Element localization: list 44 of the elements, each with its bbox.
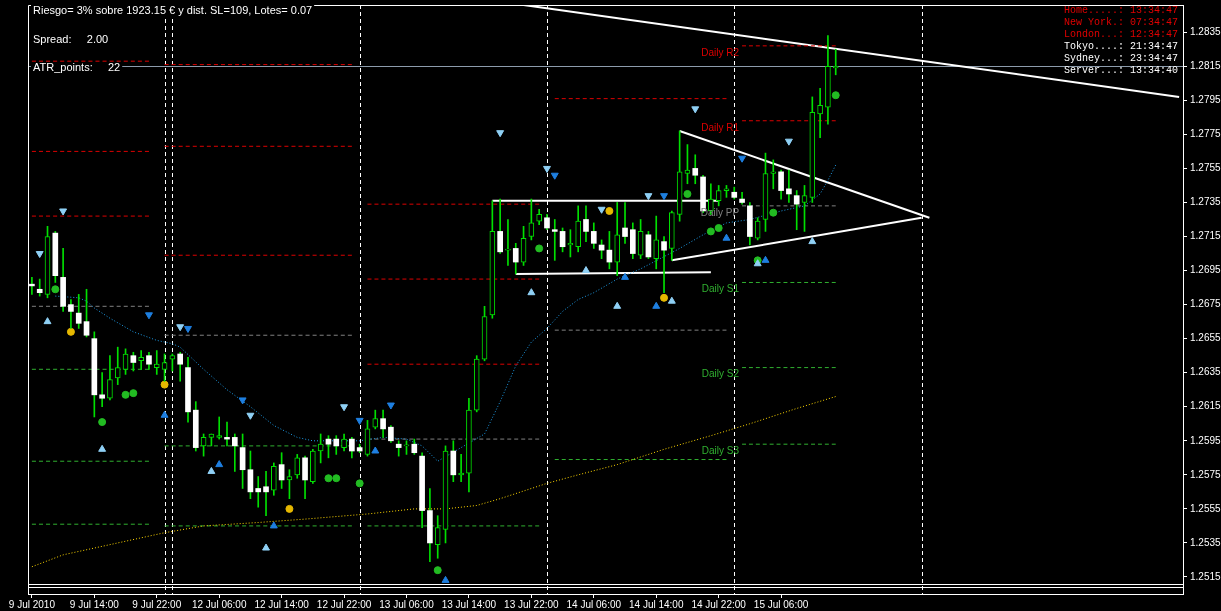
y-tick-label: 1.2575 <box>1190 468 1221 480</box>
x-tick-label: 13 Jul 14:00 <box>441 598 497 610</box>
annotation: New York.: 07:34:47 <box>1063 17 1178 29</box>
y-tick-label: 1.2755 <box>1190 162 1221 174</box>
y-tick-label: 1.2735 <box>1190 196 1221 208</box>
series-label: Daily S1 <box>701 283 740 295</box>
x-tick-label: 13 Jul 06:00 <box>379 598 435 610</box>
y-tick-label: 1.2795 <box>1190 94 1221 106</box>
y-tick-label: 1.2655 <box>1190 332 1221 344</box>
x-tick-label: 9 Jul 2010 <box>8 598 56 610</box>
y-tick-label: 1.2515 <box>1190 570 1221 582</box>
annotation: Server...: 13:34:40 <box>1063 65 1178 77</box>
annotation: London...: 12:34:47 <box>1063 29 1178 41</box>
y-tick-label: 1.2715 <box>1190 230 1221 242</box>
x-tick-label: 14 Jul 06:00 <box>566 598 622 610</box>
series-label: Daily S2 <box>701 368 740 380</box>
x-tick-label: 12 Jul 06:00 <box>191 598 247 610</box>
y-tick-label: 1.2695 <box>1190 264 1221 276</box>
annotation: Spread: 2.00 <box>33 33 109 46</box>
y-tick-label: 1.2635 <box>1190 366 1221 378</box>
y-tick-label: 1.2815 <box>1190 60 1221 72</box>
y-tick-label: 1.2835 <box>1190 25 1221 37</box>
annotation: Tokyo....: 21:34:47 <box>1063 41 1178 53</box>
x-tick-label: 14 Jul 14:00 <box>628 598 684 610</box>
y-tick-label: 1.2675 <box>1190 298 1221 310</box>
y-tick-label: 1.2775 <box>1190 128 1221 140</box>
x-tick-label: 13 Jul 22:00 <box>504 598 560 610</box>
x-tick-label: 14 Jul 22:00 <box>691 598 747 610</box>
x-tick-label: 15 Jul 06:00 <box>753 598 809 610</box>
annotation: Riesgo= 3% sobre 1923.15 € y dist. SL=109, Lotes= 0.07 <box>33 4 313 17</box>
x-tick-label: 12 Jul 22:00 <box>316 598 372 610</box>
annotation: Sydney...: 23:34:47 <box>1063 53 1178 65</box>
x-tick-label: 12 Jul 14:00 <box>254 598 310 610</box>
x-tick-label: 9 Jul 14:00 <box>69 598 120 610</box>
y-tick-label: 1.2595 <box>1190 434 1221 446</box>
series-label: Daily R2 <box>701 46 740 58</box>
y-tick-label: 1.2535 <box>1190 536 1221 548</box>
y-tick-label: 1.2615 <box>1190 400 1221 412</box>
annotation: Home.....: 13:34:47 <box>1063 5 1178 17</box>
y-tick-label: 1.2555 <box>1190 502 1221 514</box>
series-label: Daily S3 <box>701 444 740 456</box>
series-label: Daily R1 <box>701 121 740 133</box>
x-tick-label: 9 Jul 22:00 <box>132 598 182 610</box>
annotation: ATR_points: 22 <box>33 61 121 74</box>
